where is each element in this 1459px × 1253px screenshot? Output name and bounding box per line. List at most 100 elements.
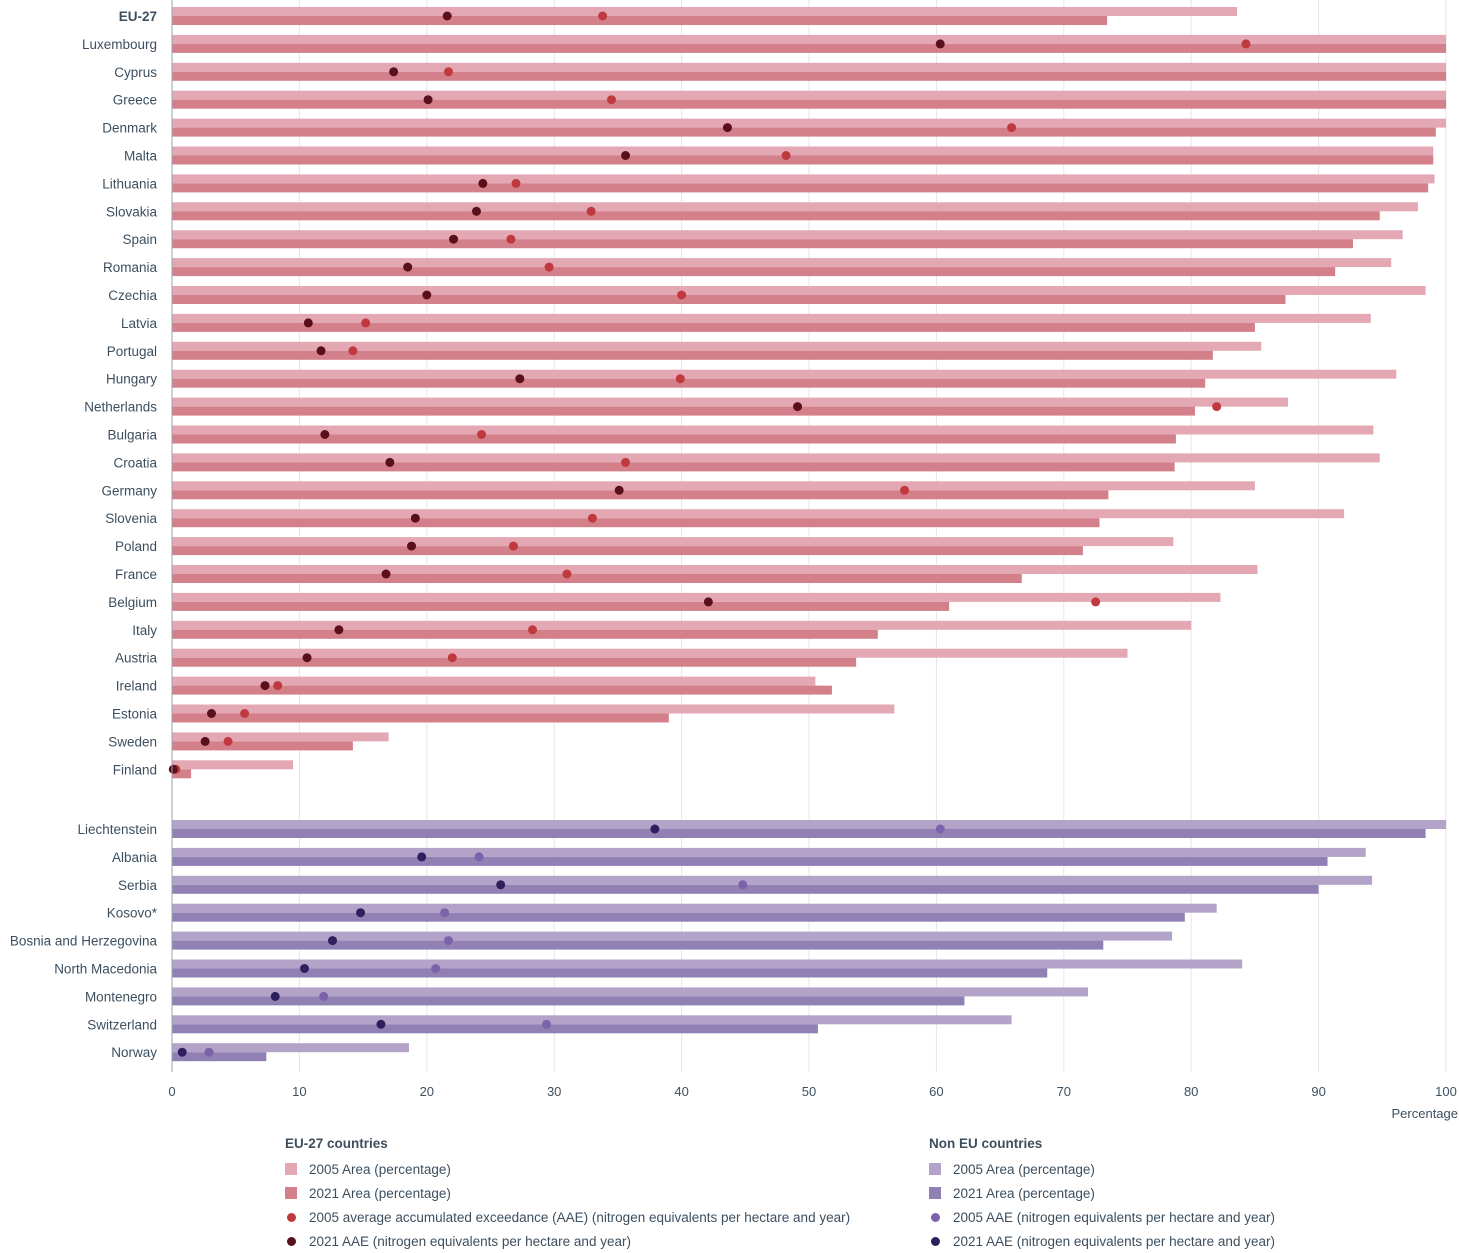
bar-area-2005	[172, 620, 1192, 630]
bar-area-2021	[172, 1052, 267, 1062]
dot-aae-2021	[389, 67, 399, 77]
bar-area-2021	[172, 940, 1104, 950]
bar-area-2021	[172, 657, 857, 667]
bar-area-2005	[172, 987, 1089, 997]
category-label: Switzerland	[87, 1017, 157, 1032]
bars	[172, 7, 1446, 1062]
bar-area-2005	[172, 1043, 409, 1053]
dot-aae-2021	[270, 991, 280, 1001]
dot-aae-2021	[334, 625, 344, 635]
bar-area-2005	[172, 760, 294, 770]
dot-aae-2005	[1212, 402, 1222, 412]
dot-aae-2005	[598, 11, 608, 21]
dot-aae-2021	[177, 1047, 187, 1057]
legend-label: 2005 AAE (nitrogen equivalents per hecta…	[953, 1209, 1275, 1225]
dot-aae-2021	[403, 262, 413, 272]
dot-aae-2005	[443, 936, 453, 946]
category-label: Germany	[101, 483, 157, 498]
dot-aae-2005	[508, 541, 518, 551]
bar-area-2005	[172, 34, 1446, 44]
category-label: Romania	[103, 260, 158, 275]
chart: EU-27 Luxembourg Cyprus Greece Denmark Malta L…	[10, 0, 1458, 1121]
dot-aae-2005	[440, 908, 450, 918]
bar-area-2005	[172, 286, 1426, 295]
dot-aae-2005	[240, 709, 250, 718]
dot-aae-2005	[477, 430, 487, 439]
bar-area-2005	[172, 676, 816, 686]
dot-aae-2005	[528, 625, 538, 635]
dot-aae-2005	[1241, 39, 1251, 49]
legend-non-eu-title: Non EU countries	[929, 1136, 1043, 1151]
dot-aae-2005	[511, 178, 521, 188]
category-label: Belgium	[108, 595, 157, 610]
dot-aae-2021	[328, 936, 338, 946]
dot-aae-2021	[385, 457, 395, 467]
dot-aae-2005	[319, 991, 329, 1001]
dot-aae-2021	[478, 178, 488, 188]
legend-label: 2021 AAE (nitrogen equivalents per hecta…	[953, 1233, 1275, 1249]
category-label: North Macedonia	[54, 962, 157, 977]
bar-area-2005	[172, 174, 1435, 184]
legend-eu-aae2005: 2005 average accumulated exceedance (AAE…	[285, 1205, 850, 1229]
dot-aae-2021	[299, 964, 309, 973]
x-tick-label: 20	[420, 1084, 434, 1099]
bar-area-2021	[172, 685, 832, 695]
bar-area-2005	[172, 820, 1446, 829]
x-tick-label: 60	[929, 1084, 943, 1099]
x-tick-label: 40	[674, 1084, 688, 1099]
x-tick-label: 100	[1435, 1084, 1457, 1099]
bar-area-2021	[172, 629, 878, 639]
bar-area-2021	[172, 996, 965, 1006]
legend-non-eu: Non EU countries 2005 Area (percentage) …	[929, 1136, 1275, 1253]
bar-area-2005	[172, 481, 1255, 491]
dot-aae-2005	[675, 374, 685, 384]
dot-aae-2005	[544, 262, 554, 272]
bar-area-2021	[172, 378, 1206, 388]
dot-aae-2005	[348, 346, 358, 356]
bar-area-2021	[172, 462, 1175, 472]
dot-aae-2021	[320, 430, 330, 439]
dot-aae-2005	[542, 1019, 552, 1029]
dot-aae-2021	[381, 569, 391, 579]
bar-area-2021	[172, 574, 1022, 583]
category-label: Czechia	[108, 288, 157, 303]
legend-swatch-noneu-2021	[929, 1187, 941, 1199]
dots	[168, 11, 1251, 1057]
bar-area-2021	[172, 406, 1196, 416]
bar-area-2005	[172, 397, 1289, 407]
legend-eu-area2005: 2005 Area (percentage)	[285, 1157, 850, 1181]
dot-aae-2005	[506, 234, 516, 244]
legend-noneu-aae2021: 2021 AAE (nitrogen equivalents per hecta…	[929, 1229, 1275, 1253]
legend-label: 2021 Area (percentage)	[953, 1185, 1095, 1201]
bar-area-2021	[172, 99, 1446, 109]
bar-area-2021	[172, 769, 192, 779]
category-label: Croatia	[113, 455, 157, 470]
category-label: Finland	[113, 762, 157, 777]
category-label: Luxembourg	[82, 37, 157, 52]
dot-aae-2021	[356, 908, 366, 918]
category-label: EU-27	[119, 9, 157, 24]
category-label: France	[115, 567, 157, 582]
bar-area-2005	[172, 7, 1238, 16]
bar-area-2005	[172, 90, 1446, 100]
dot-aae-2021	[935, 39, 945, 49]
category-label: Greece	[113, 93, 157, 108]
dot-aae-2021	[316, 346, 326, 356]
dot-aae-2005	[621, 457, 631, 467]
dot-aae-2021	[407, 541, 417, 551]
bar-area-2005	[172, 118, 1446, 128]
bar-area-2005	[172, 537, 1174, 547]
dot-aae-2005	[204, 1047, 214, 1057]
bar-area-2021	[172, 518, 1100, 528]
bar-area-2005	[172, 704, 895, 714]
bar-area-2021	[172, 295, 1286, 304]
bar-area-2005	[172, 369, 1397, 379]
dot-aae-2021	[260, 681, 270, 691]
legend-dot-eu-2005	[287, 1212, 296, 1222]
legend-noneu-aae2005: 2005 AAE (nitrogen equivalents per hecta…	[929, 1205, 1275, 1229]
category-label: Slovenia	[105, 511, 157, 526]
bar-area-2005	[172, 313, 1371, 323]
bar-area-2021	[172, 1024, 818, 1034]
dot-aae-2005	[474, 852, 484, 862]
legend-swatch-eu-2005	[285, 1163, 297, 1175]
